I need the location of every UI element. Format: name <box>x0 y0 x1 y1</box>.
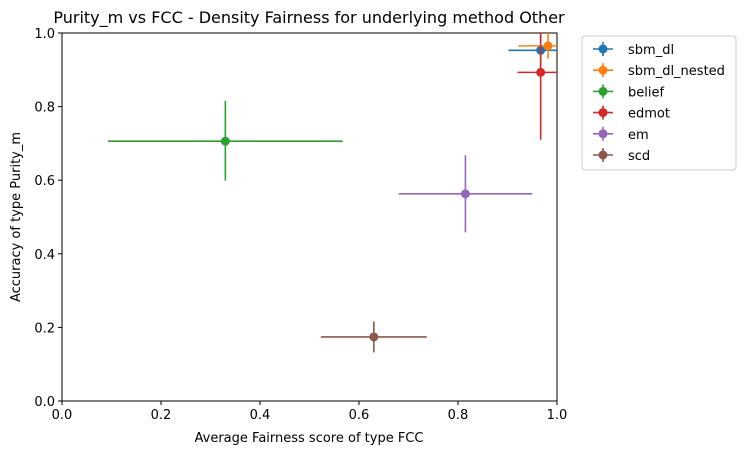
legend-swatch-point <box>598 65 608 75</box>
y-axis: 0.0 0.2 0.4 0.6 0.8 1.0 <box>34 27 62 410</box>
legend-label: sbm_dl_nested <box>628 64 725 79</box>
legend-item-em: em <box>593 126 649 143</box>
x-tick-label: 0.6 <box>349 408 370 423</box>
x-tick-label: 0.2 <box>151 408 172 423</box>
y-tick-label: 0.0 <box>34 395 55 410</box>
legend-label: belief <box>628 85 664 100</box>
x-axis-label: Average Fairness score of type FCC <box>195 431 424 446</box>
legend-item-belief: belief <box>593 84 664 100</box>
legend-swatch-point <box>598 150 608 160</box>
series-belief <box>108 100 343 181</box>
legend-item-scd: scd <box>593 148 650 164</box>
legend-label: em <box>628 128 649 143</box>
data-point <box>536 67 546 77</box>
x-axis: 0.0 0.2 0.4 0.6 0.8 1.0 <box>52 401 568 423</box>
y-tick-label: 0.2 <box>34 321 55 336</box>
data-marks <box>108 33 557 353</box>
y-tick-label: 0.8 <box>34 101 55 116</box>
legend-swatch-point <box>598 86 608 96</box>
series-scd <box>320 321 427 353</box>
x-tick-label: 0.0 <box>52 408 73 423</box>
series-sbm_dl_nested <box>518 33 557 59</box>
series-em <box>398 155 533 233</box>
legend-frame <box>581 35 737 171</box>
data-point <box>369 332 379 342</box>
chart-title: Purity_m vs FCC - Density Fairness for u… <box>53 8 565 28</box>
y-tick-label: 0.6 <box>34 174 55 189</box>
legend-label: sbm_dl <box>628 43 674 58</box>
legend-item-sbm_dl: sbm_dl <box>593 42 674 58</box>
series-edmot <box>517 33 557 140</box>
data-point <box>543 41 553 51</box>
data-point <box>220 136 230 146</box>
legend-swatch-point <box>598 129 608 139</box>
legend-swatch-point <box>598 108 608 118</box>
plot-frame <box>61 32 558 402</box>
x-tick-label: 1.0 <box>547 408 568 423</box>
plot-area <box>61 32 558 402</box>
data-point <box>460 189 470 199</box>
legend-item-sbm_dl_nested: sbm_dl_nested <box>593 63 725 79</box>
x-tick-label: 0.4 <box>250 408 271 423</box>
legend-swatch-point <box>598 44 608 54</box>
y-axis-label: Accuracy of type Purity_m <box>9 132 24 302</box>
y-tick-label: 0.4 <box>34 248 55 263</box>
y-tick-label: 1.0 <box>34 27 55 42</box>
x-tick-label: 0.8 <box>448 408 469 423</box>
legend-label: edmot <box>628 107 670 122</box>
legend-item-edmot: edmot <box>593 105 670 122</box>
legend-label: scd <box>628 149 650 164</box>
